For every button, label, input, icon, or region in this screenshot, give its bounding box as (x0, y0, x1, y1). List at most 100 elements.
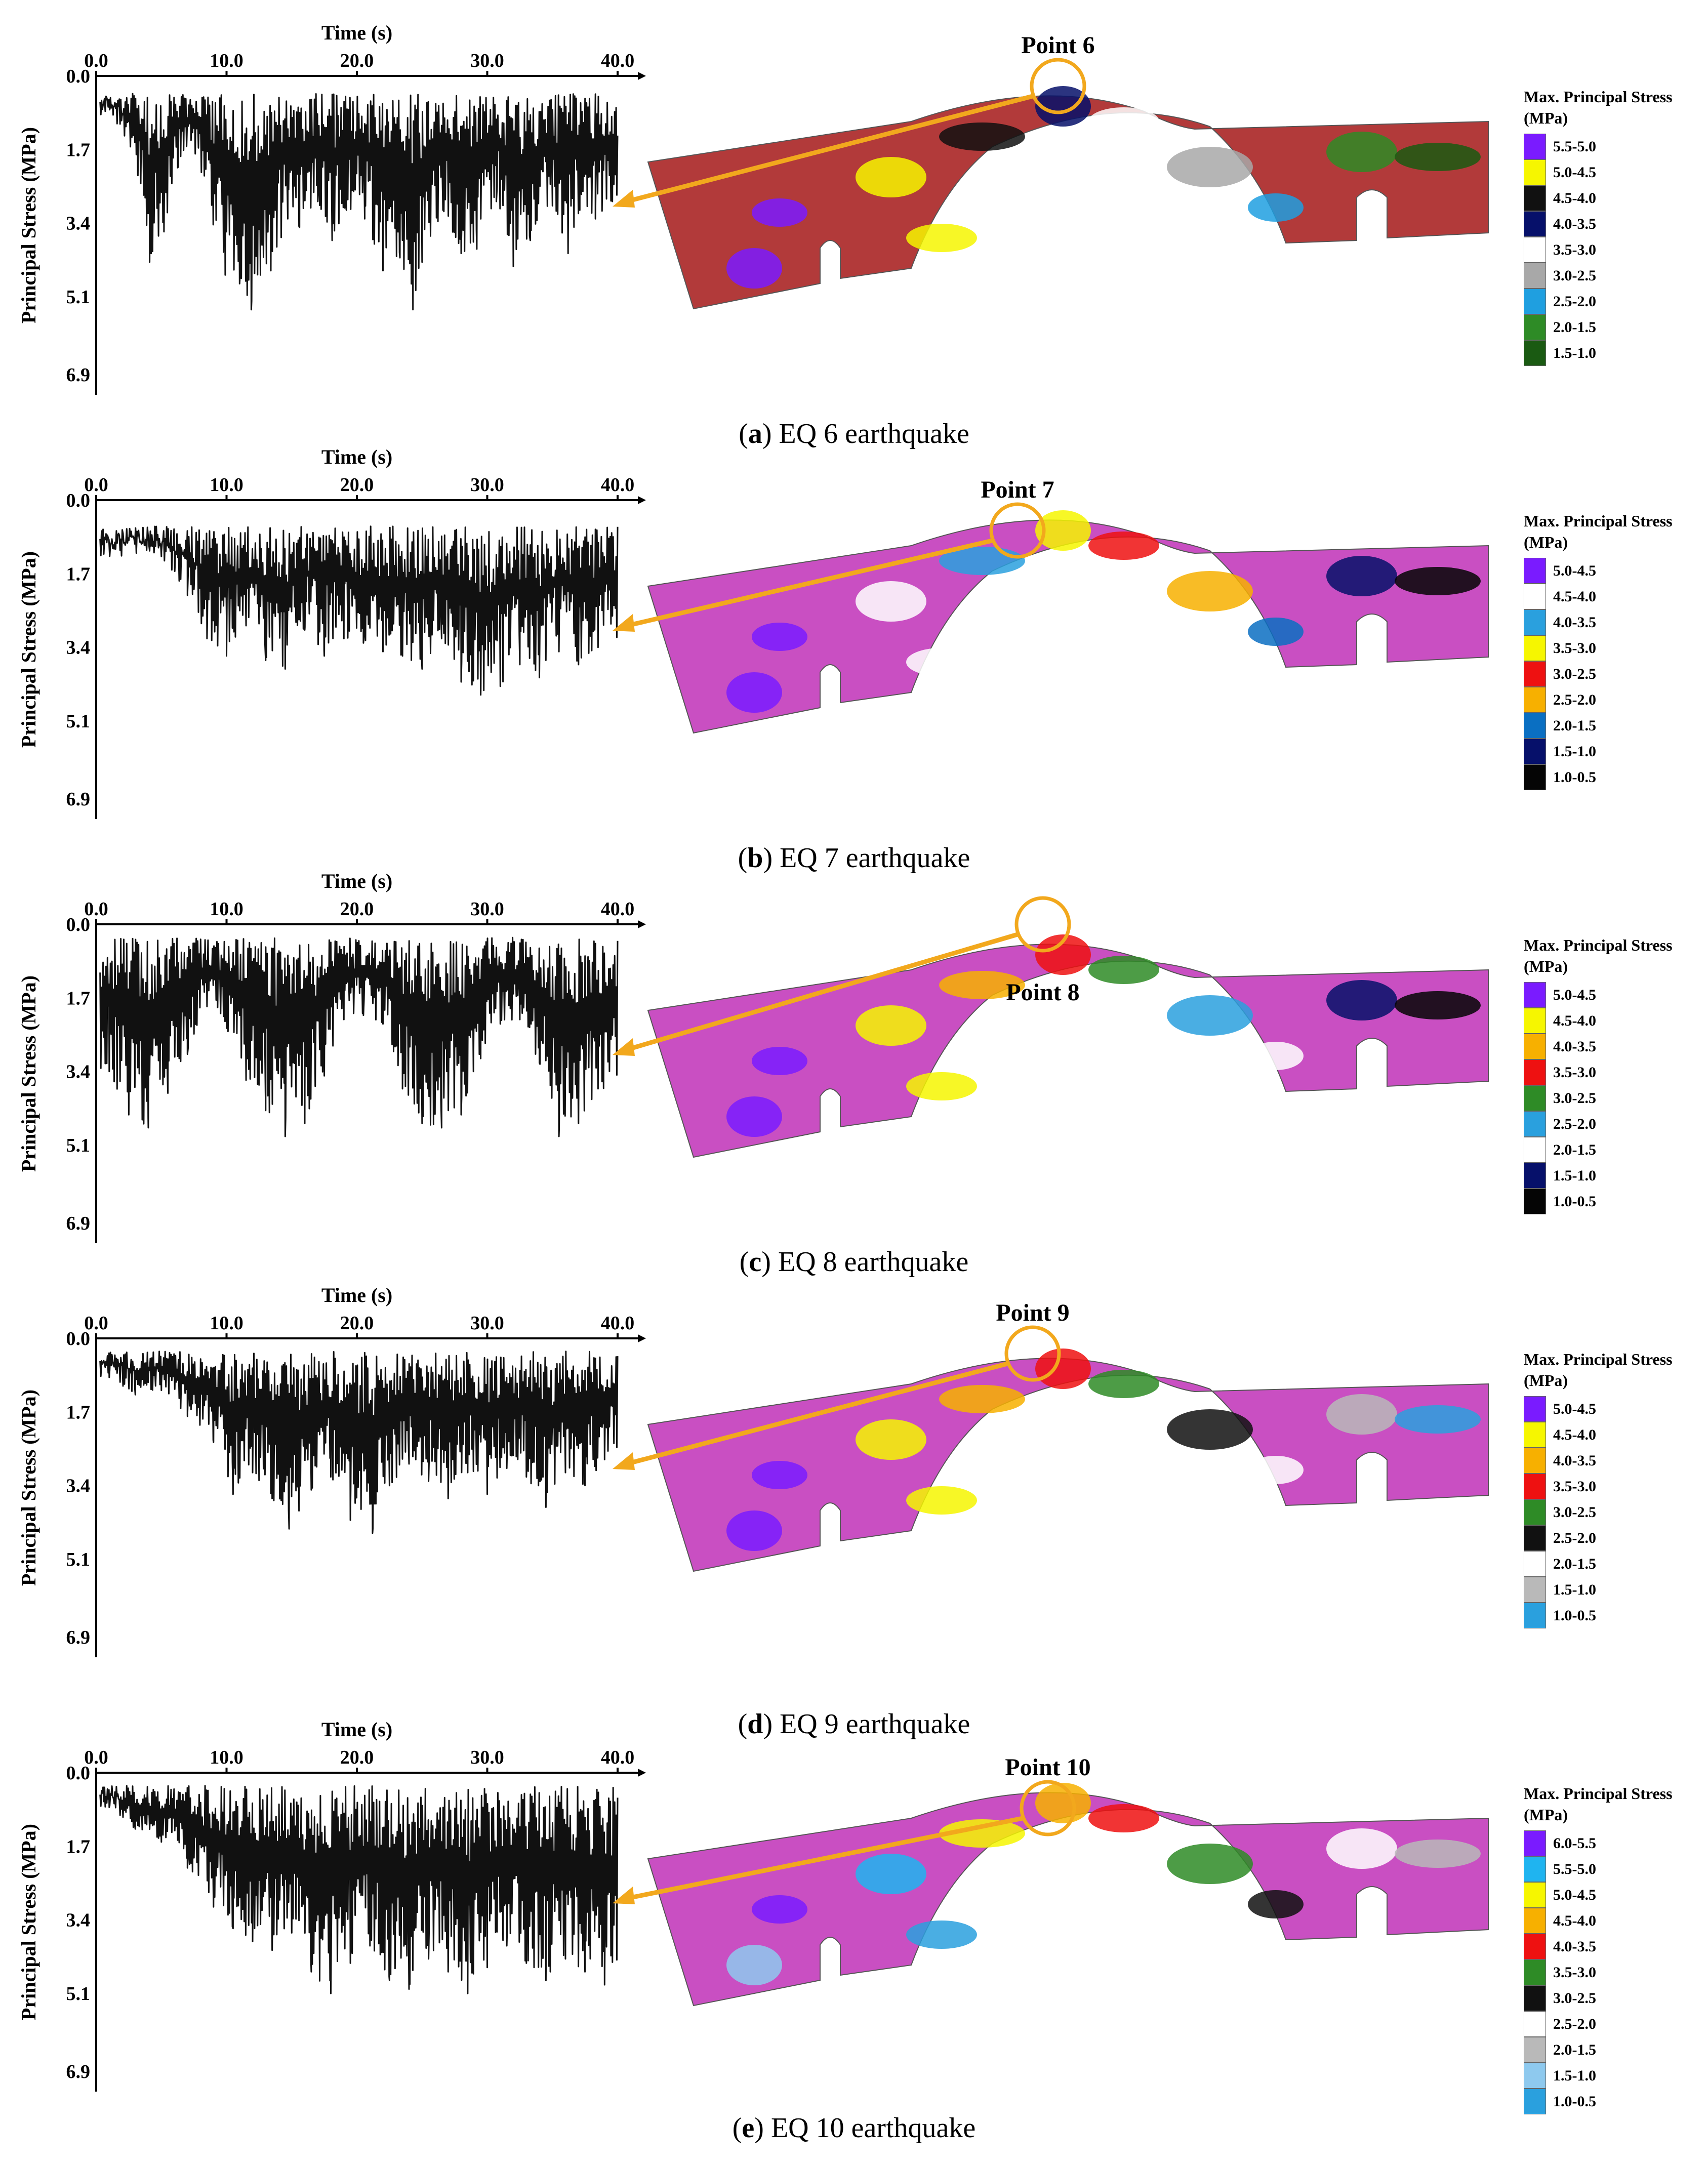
y-axis-title: Principal Stress (MPa) (17, 1390, 40, 1586)
x-tick-label: 0.0 (84, 1313, 108, 1334)
legend-swatch (1524, 609, 1546, 635)
legend-item: 4.0-3.5 (1524, 1448, 1691, 1474)
contour-region (1167, 1409, 1253, 1450)
y-tick-label: 5.1 (66, 1549, 91, 1570)
legend-item: 4.0-3.5 (1524, 1934, 1691, 1959)
contour-region (1395, 1405, 1481, 1434)
caption-text: EQ 7 earthquake (780, 842, 970, 874)
legend-swatch (1524, 1985, 1546, 2011)
x-tick-label: 10.0 (210, 474, 243, 496)
legend-swatch (1524, 1934, 1546, 1959)
x-tick-label: 20.0 (340, 1313, 374, 1334)
y-tick-label: 5.1 (66, 287, 91, 308)
x-tick-label: 30.0 (470, 50, 504, 71)
legend-item: 3.5-3.0 (1524, 1059, 1691, 1085)
x-tick-label: 20.0 (340, 898, 374, 920)
legend-item: 2.0-1.5 (1524, 1137, 1691, 1163)
legend-swatch (1524, 2011, 1546, 2037)
legend-item: 2.0-1.5 (1524, 713, 1691, 739)
legend-item: 2.0-1.5 (1524, 314, 1691, 340)
x-axis-arrow (638, 72, 646, 80)
panel-caption: (a) EQ 6 earthquake (739, 418, 969, 450)
y-axis-title: Principal Stress (MPa) (17, 551, 40, 748)
x-tick-label: 30.0 (470, 1313, 504, 1334)
x-axis-arrow (638, 1334, 646, 1342)
legend-label: 4.5-4.0 (1553, 1912, 1596, 1929)
panel-d: 0.0 10.0 20.0 30.0 40.0 0.0 1.7 3.4 5.1 6.9 Time (… (0, 1273, 1708, 1740)
legend-item: 5.0-4.5 (1524, 982, 1691, 1008)
x-axis-arrow (638, 1769, 646, 1777)
x-axis-title: Time (s) (321, 1718, 392, 1741)
legend-swatch (1524, 1908, 1546, 1934)
legend-item: 2.5-2.0 (1524, 687, 1691, 713)
legend-swatch (1524, 1085, 1546, 1111)
stress-time-chart: 0.0 10.0 20.0 30.0 40.0 0.0 1.7 3.4 5.1 6.9 Time (… (17, 870, 646, 1243)
legend-label: 4.5-4.0 (1553, 1426, 1596, 1443)
y-axis-title: Principal Stress (MPa) (17, 1824, 40, 2020)
caption-text: EQ 8 earthquake (778, 1246, 969, 1278)
legend-label: 3.0-2.5 (1553, 1989, 1596, 2007)
y-tick-label: 0.0 (66, 66, 91, 87)
legend-swatch (1524, 1034, 1546, 1059)
contour-region (856, 1854, 926, 1894)
stress-time-chart: 0.0 10.0 20.0 30.0 40.0 0.0 1.7 3.4 5.1 6.9 Time (… (17, 445, 646, 819)
stress-series-line (99, 525, 619, 696)
legend-swatch (1524, 1856, 1546, 1882)
stress-series-line (99, 1785, 619, 1994)
legend-item: 5.0-4.5 (1524, 1396, 1691, 1422)
legend-label: 2.5-2.0 (1553, 691, 1596, 708)
contour-region (856, 1005, 926, 1046)
x-axis-title: Time (s) (321, 21, 392, 44)
point-label: Point 9 (996, 1299, 1069, 1326)
legend-swatch (1524, 661, 1546, 687)
legend-item: 1.0-0.5 (1524, 1603, 1691, 1628)
legend-item: 2.0-1.5 (1524, 2037, 1691, 2063)
pointer-arrow (622, 1816, 1023, 1902)
legend-swatch (1524, 185, 1546, 211)
legend-label: 2.0-1.5 (1553, 318, 1596, 336)
legend-swatch (1524, 1525, 1546, 1551)
stress-legend: Max. Principal Stress (MPa) 5.0-4.5 4.5-4.… (1524, 510, 1691, 790)
contour-region (1248, 618, 1304, 646)
pointer-arrow-head (613, 614, 635, 632)
y-tick-label: 0.0 (66, 914, 91, 935)
legend-item: 4.5-4.0 (1524, 584, 1691, 609)
panel-b: 0.0 10.0 20.0 30.0 40.0 0.0 1.7 3.4 5.1 6.9 Time (… (0, 434, 1708, 874)
legend-item: 3.0-2.5 (1524, 1499, 1691, 1525)
legend-swatch (1524, 584, 1546, 609)
x-tick-label: 10.0 (210, 1313, 243, 1334)
legend-label: 4.5-4.0 (1553, 588, 1596, 605)
legend-swatch (1524, 1059, 1546, 1085)
legend-label: 4.0-3.5 (1553, 215, 1596, 232)
legend-swatch (1524, 982, 1546, 1008)
legend-label: 3.0-2.5 (1553, 665, 1596, 682)
bridge-stress-contour: Point 9 (613, 1299, 1489, 1572)
legend-swatch (1524, 340, 1546, 366)
y-tick-label: 1.7 (66, 139, 91, 160)
point-label: Point 8 (1006, 979, 1079, 1006)
legend-swatch (1524, 1137, 1546, 1163)
legend-label: 4.0-3.5 (1553, 614, 1596, 631)
y-axis-title: Principal Stress (MPa) (17, 975, 40, 1172)
legend-swatch (1524, 764, 1546, 790)
contour-region (1248, 1456, 1304, 1484)
legend-label: 1.0-0.5 (1553, 768, 1596, 786)
legend-label: 4.0-3.5 (1553, 1038, 1596, 1055)
legend-label: 5.0-4.5 (1553, 1886, 1596, 1903)
legend-label: 5.5-5.0 (1553, 1860, 1596, 1877)
stress-time-chart: 0.0 10.0 20.0 30.0 40.0 0.0 1.7 3.4 5.1 6.9 Time (… (17, 21, 646, 395)
legend-item: 1.0-0.5 (1524, 2089, 1691, 2114)
legend-title: Max. Principal Stress (MPa) (1524, 1784, 1673, 1824)
x-axis-title: Time (s) (321, 445, 392, 468)
contour-region (1395, 567, 1481, 595)
x-tick-label: 30.0 (470, 898, 504, 920)
x-axis-title: Time (s) (321, 870, 392, 892)
y-tick-label: 0.0 (66, 490, 91, 511)
x-tick-label: 0.0 (84, 474, 108, 496)
legend-label: 2.0-1.5 (1553, 1555, 1596, 1572)
x-axis-arrow (638, 496, 646, 504)
pointer-arrow-head (613, 1887, 635, 1904)
stress-legend: Max. Principal Stress (MPa) 5.0-4.5 4.5-4.… (1524, 1349, 1691, 1628)
y-tick-label: 3.4 (66, 1061, 91, 1083)
bridge-stress-contour: Point 10 (613, 1754, 1489, 2007)
